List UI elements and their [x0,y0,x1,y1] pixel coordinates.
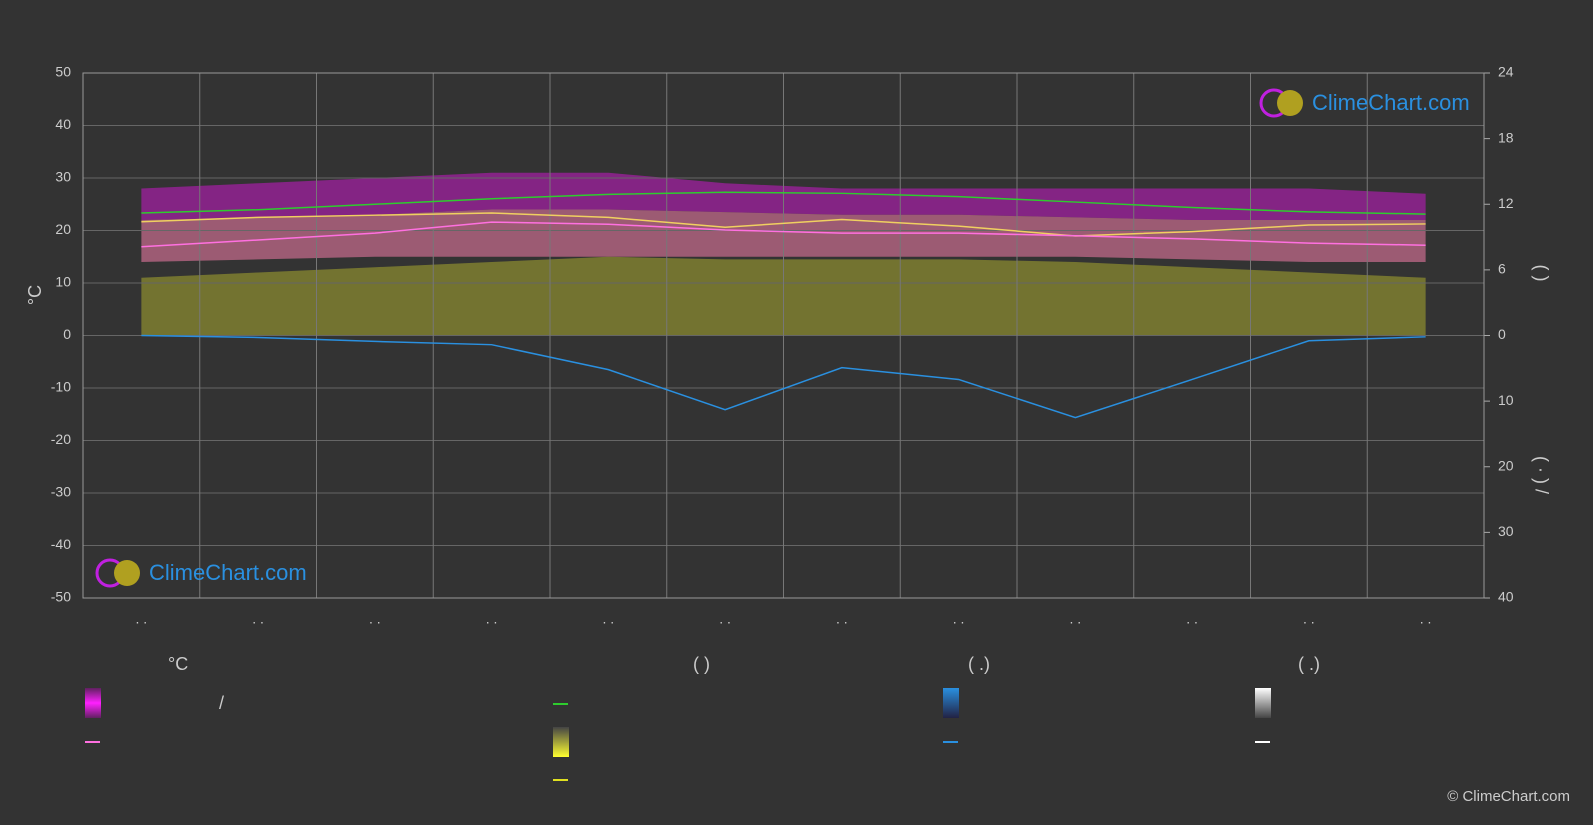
legend-header: ( .) [1298,654,1320,674]
copyright: © ClimeChart.com [1447,788,1570,805]
y-tick-label: 10 [55,274,71,290]
y-tick-label: -30 [51,484,71,500]
x-tick-label: . . [1420,611,1432,627]
y-tick-label: -40 [51,536,71,552]
y2-tick-label: 6 [1498,261,1506,277]
y2-tick-label: 12 [1498,195,1514,211]
legend-swatch [943,688,959,718]
legend-swatch [553,727,569,757]
line-series [141,212,1426,237]
y2-tick-label: 24 [1498,64,1514,80]
plot-frame [82,72,1485,599]
y2-tick-label: 18 [1498,129,1514,145]
y-tick-label: -20 [51,431,71,447]
x-tick-label: . . [1303,611,1315,627]
legend-label: / [219,693,224,713]
x-tick-label: . . [136,611,148,627]
y-tick-label: -50 [51,589,71,605]
legend-header: ( .) [968,654,990,674]
x-tick-label: . . [486,611,498,627]
line-series [141,191,1426,215]
x-tick-label: . . [1070,611,1082,627]
y-tick-label: 40 [55,116,71,132]
line-series [141,221,1426,248]
legend-header: ( ) [693,654,710,674]
y3-tick-label: 10 [1498,392,1514,408]
legend-swatch [85,688,101,718]
y2-axis-label: ( ) [1531,265,1551,282]
y3-axis-label: ( · ) / [1531,456,1551,494]
x-tick-label: . . [603,611,615,627]
logo-text: ClimeChart.com [149,560,307,585]
legend-header: °C [168,654,188,674]
y3-tick-label: 20 [1498,457,1514,473]
y-tick-label: 50 [55,64,71,80]
y-tick-label: 20 [55,221,71,237]
logo: ClimeChart.com [1259,88,1470,118]
x-tick-label: . . [719,611,731,627]
x-tick-label: . . [252,611,264,627]
y-axis-label: °C [25,285,45,305]
y-tick-label: 30 [55,169,71,185]
line-series [141,334,1426,419]
x-tick-label: . . [1186,611,1198,627]
y-tick-label: -10 [51,379,71,395]
y3-tick-label: 30 [1498,523,1514,539]
y2-tick-label: 0 [1498,326,1506,342]
y-tick-label: 0 [63,326,71,342]
x-tick-label: . . [836,611,848,627]
x-tick-label: . . [369,611,381,627]
logo: ClimeChart.com [95,558,307,588]
x-tick-label: . . [953,611,965,627]
legend-swatch [1255,688,1271,718]
logo-text: ClimeChart.com [1312,90,1470,115]
y3-tick-label: 40 [1498,589,1514,605]
